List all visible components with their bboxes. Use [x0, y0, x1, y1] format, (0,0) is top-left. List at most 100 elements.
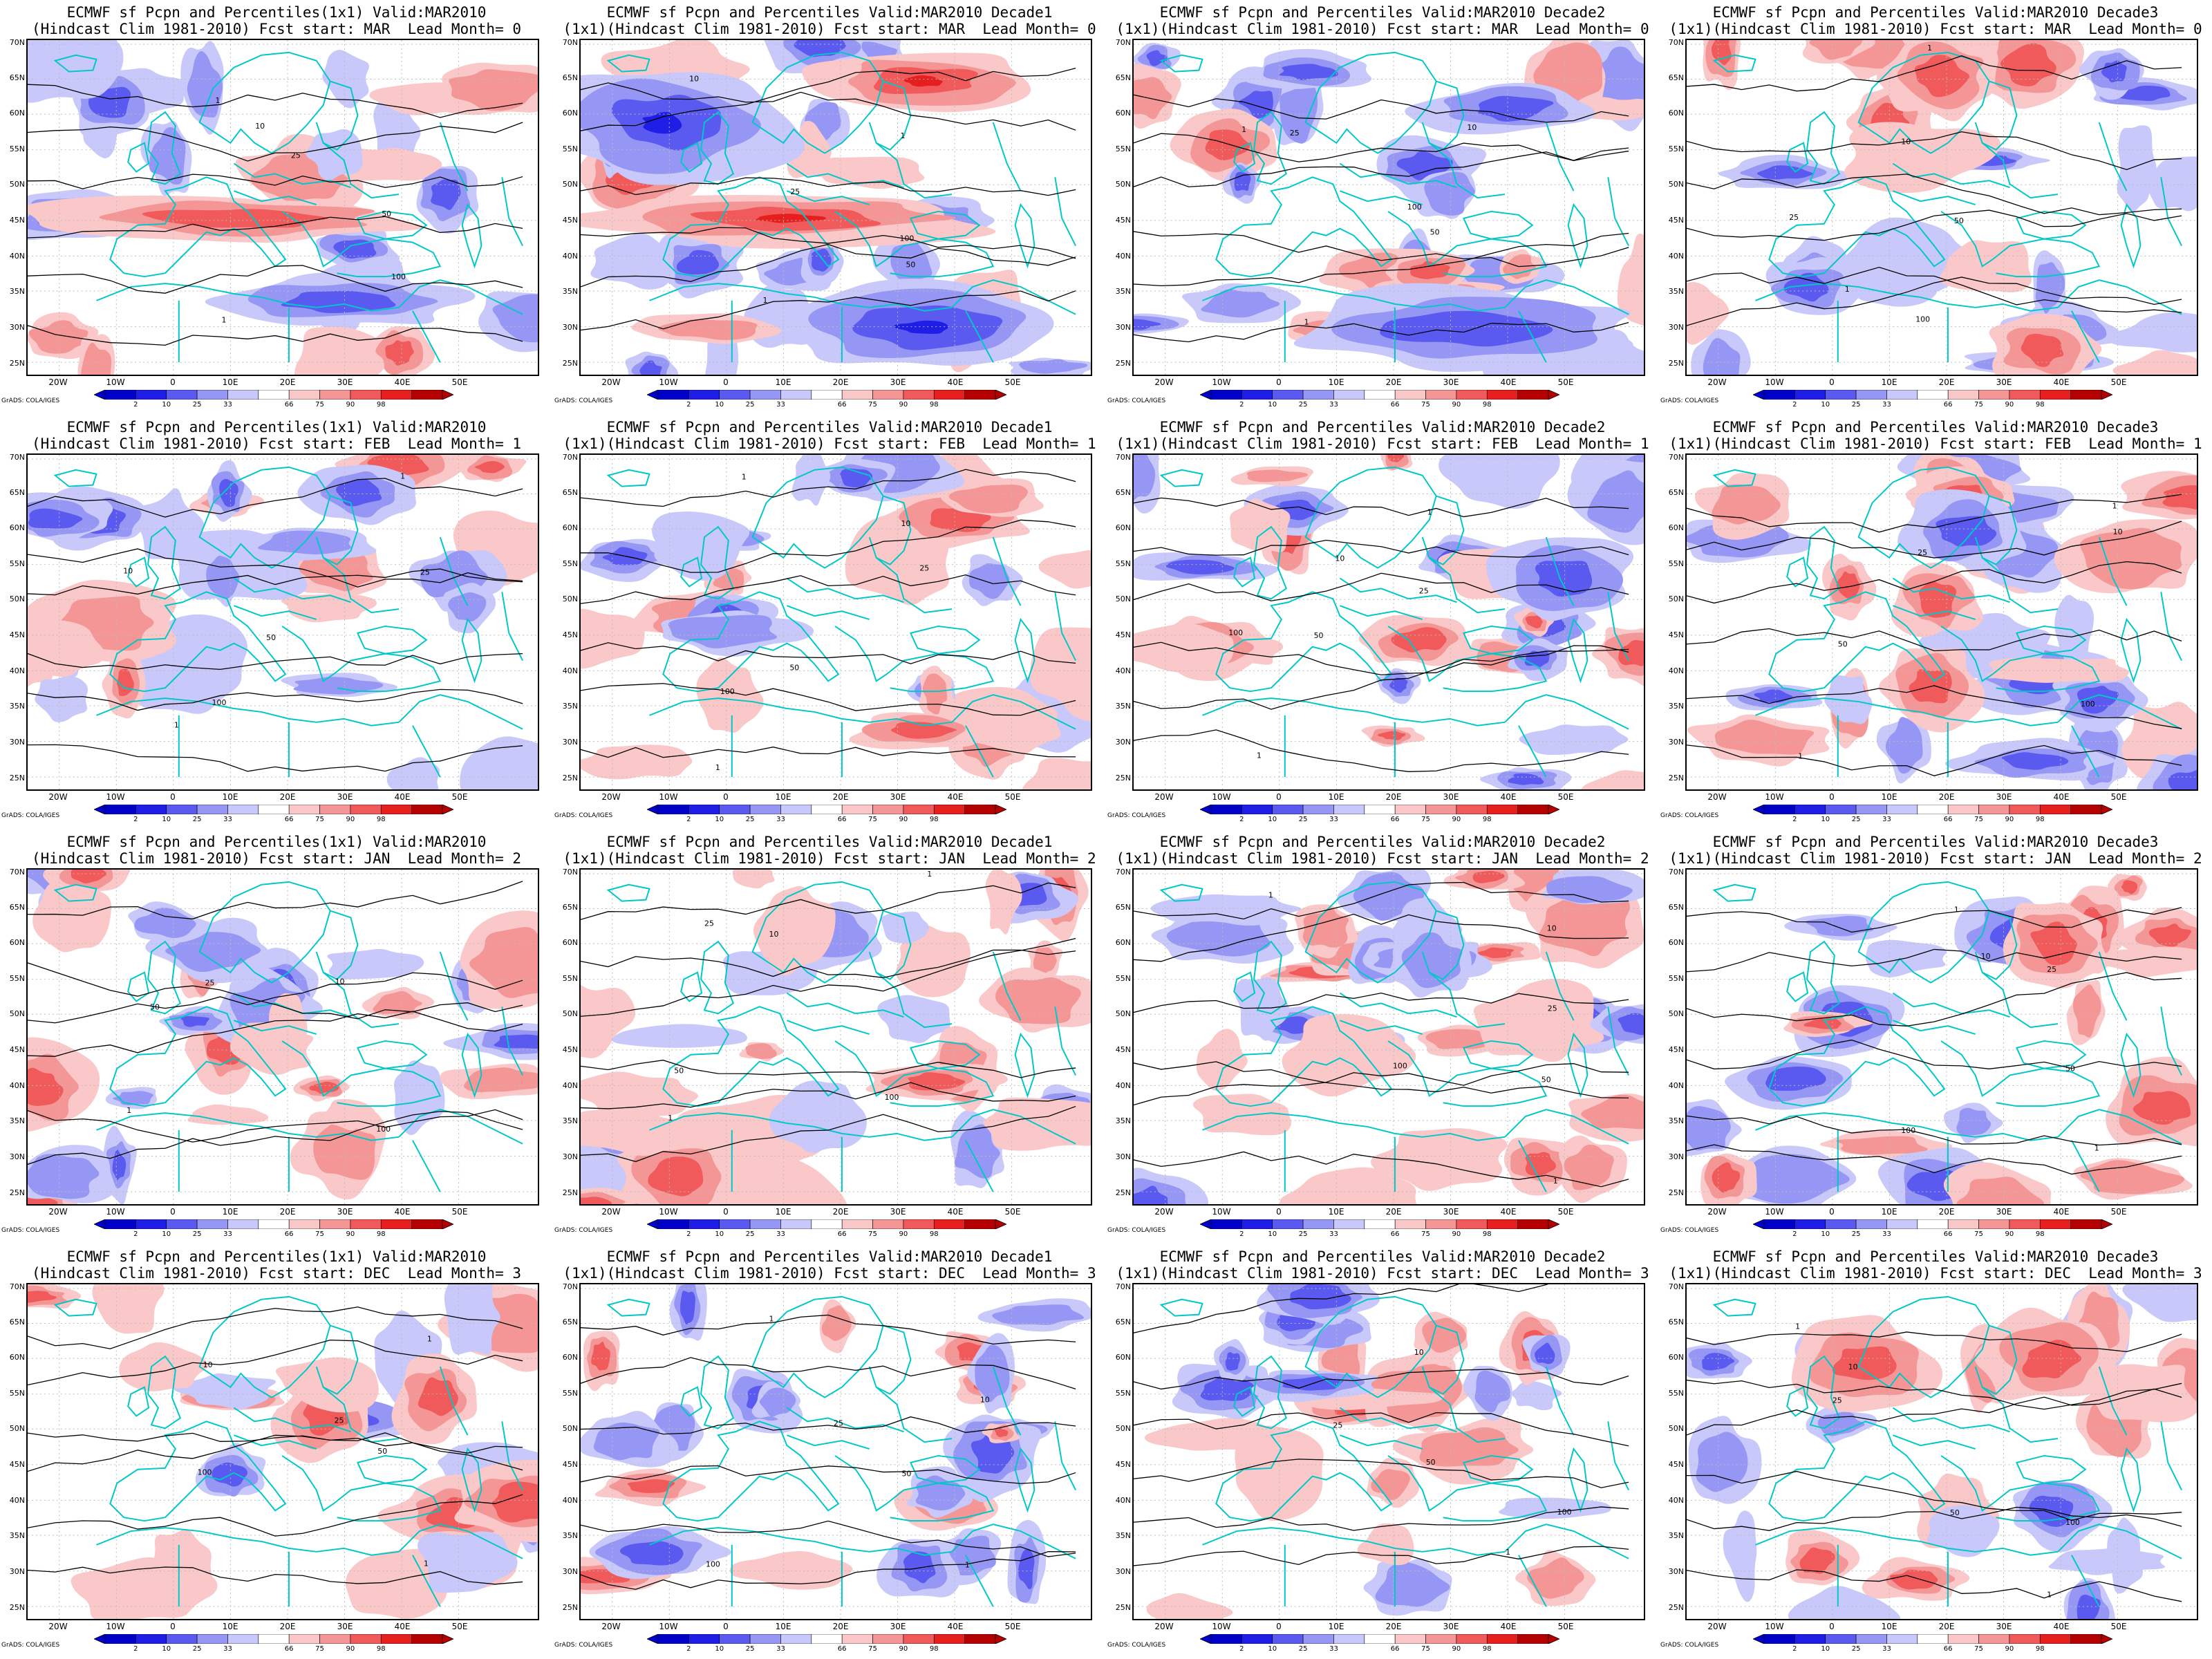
coastline	[1806, 111, 1841, 185]
contour-label: 100	[1557, 1508, 1572, 1517]
longitude-label: 0	[1276, 792, 1282, 802]
climatology-contour	[1687, 174, 2182, 216]
colorbar-tick-label: 25	[1851, 1230, 1861, 1238]
coastline	[1014, 1447, 1035, 1513]
contour-label: 10	[901, 519, 910, 528]
longitude-label: 0	[723, 1622, 729, 1631]
longitude-label: 30E	[1996, 792, 2012, 802]
grads-credit: GrADS: COLA/IGES	[1660, 812, 1719, 819]
colorbar-swatch	[1947, 805, 1979, 814]
colorbar-swatch	[411, 1219, 443, 1229]
longitude-label: 10W	[659, 1622, 678, 1631]
map-canvas: 1 10 25 50 100 1	[1134, 40, 1644, 375]
coastline	[2057, 1524, 2182, 1559]
latitude-label: 25N	[1668, 774, 1684, 782]
wet-anomaly-shading	[1196, 1029, 1248, 1091]
wet-anomaly-shading	[119, 1342, 208, 1391]
wet-anomaly-shading	[345, 1548, 451, 1619]
coastline	[1202, 1527, 1506, 1556]
colorbar-tick-label: 75	[315, 816, 324, 823]
wet-anomaly-shading	[2079, 527, 2182, 590]
colorbar-tick-label: 10	[1268, 401, 1277, 409]
contour-label: 10	[1335, 554, 1344, 563]
latitude-label: 55N	[562, 559, 578, 568]
dry-anomaly-shading	[903, 1551, 936, 1584]
colorbar-swatch	[166, 390, 198, 400]
percentile-colorbar	[1200, 805, 1559, 814]
coastline	[680, 1386, 703, 1417]
latitude-label: 65N	[1668, 488, 1684, 497]
latitude-label: 45N	[1668, 630, 1684, 639]
coastline	[1215, 176, 1393, 278]
colorbar-tick-label: 33	[1329, 1645, 1338, 1653]
colorbar-swatch	[258, 805, 290, 814]
latitude-label: 30N	[1668, 323, 1684, 332]
panel-title-line1: ECMWF sf Pcpn and Percentiles(1x1) Valid…	[66, 1248, 487, 1265]
panel-title-line2: (1x1)(Hindcast Clim 1981-2010) Fcst star…	[1116, 21, 1649, 37]
colorbar-tick-label: 10	[1821, 816, 1830, 823]
coastline	[1504, 1524, 1629, 1559]
wet-anomaly-shading	[2072, 984, 2101, 1038]
coastline	[2098, 122, 2128, 191]
coastline	[965, 310, 994, 363]
climatology-contour	[1134, 231, 1629, 268]
colorbar-tick-label: 98	[2035, 1645, 2045, 1653]
colorbar-tick-label: 90	[899, 816, 908, 823]
wet-anomaly-shading	[187, 1104, 269, 1125]
coastline	[1159, 54, 1203, 73]
latitude-label: 70N	[562, 1282, 578, 1291]
contour-label: 1	[1304, 318, 1309, 327]
contour-label: 1	[221, 316, 226, 325]
climatology-contour	[28, 972, 523, 1024]
colorbar-swatch	[1210, 1634, 1242, 1644]
wet-anomaly-shading	[648, 1156, 704, 1197]
climatology-contour	[1687, 521, 2182, 559]
colorbar-swatch	[1794, 1219, 1826, 1229]
percentile-colorbar	[647, 390, 1006, 400]
latitude-label: 45N	[1115, 216, 1131, 225]
latitude-label: 55N	[562, 144, 578, 153]
panel-title-line1: ECMWF sf Pcpn and Percentiles Valid:MAR2…	[606, 4, 1053, 21]
dry-anomaly-shading	[333, 239, 377, 259]
colorbar-swatch	[1425, 1219, 1457, 1229]
dry-anomaly-shading	[386, 757, 440, 789]
longitude-label: 50E	[2110, 1622, 2127, 1631]
latitude-label: 60N	[9, 523, 25, 532]
panel-title-line2: (Hindcast Clim 1981-2010) Fcst start: JA…	[31, 850, 521, 867]
colorbar-tick-label: 33	[776, 401, 785, 409]
colorbar-tick-label: 75	[315, 1645, 324, 1653]
colorbar-swatch	[903, 1634, 935, 1644]
panel-title-line2: (1x1)(Hindcast Clim 1981-2010) Fcst star…	[1116, 435, 1649, 452]
colorbar-swatch	[135, 805, 167, 814]
colorbar-tick-label: 98	[929, 1645, 939, 1653]
wet-anomaly-shading	[2148, 924, 2192, 947]
longitude-label: 10E	[775, 792, 791, 802]
dry-anomaly-shading	[431, 179, 461, 210]
contour-label: 1	[927, 870, 932, 879]
wet-anomaly-shading	[418, 1377, 459, 1416]
dry-anomaly-shading	[293, 677, 384, 695]
colorbar-swatch	[135, 390, 167, 400]
coastline	[109, 1006, 287, 1107]
longitude-label: 0	[723, 1207, 729, 1217]
climatology-contour	[581, 1082, 1076, 1109]
coastline	[1421, 910, 1465, 980]
wet-anomaly-shading	[1527, 1557, 1584, 1599]
coastline	[1504, 1109, 1629, 1145]
latitude-label: 25N	[562, 1188, 578, 1197]
longitude-label: 10W	[106, 377, 125, 387]
latitude-label: 55N	[562, 974, 578, 983]
coastline	[501, 592, 524, 661]
dry-anomaly-shading	[2106, 312, 2197, 353]
latitude-label: 35N	[1115, 702, 1131, 711]
latitude-label: 25N	[562, 774, 578, 782]
coastline	[1940, 211, 2101, 278]
latitude-label: 45N	[1115, 630, 1131, 639]
wet-anomaly-shading	[2000, 43, 2056, 86]
panel-title-line1: ECMWF sf Pcpn and Percentiles Valid:MAR2…	[1712, 834, 2159, 850]
coastline	[1463, 1454, 1534, 1484]
climatology-contour	[1134, 1506, 1629, 1531]
colorbar-tick-label: 98	[2035, 816, 2045, 823]
colorbar-swatch	[749, 805, 781, 814]
climatology-contour	[1134, 1063, 1629, 1106]
